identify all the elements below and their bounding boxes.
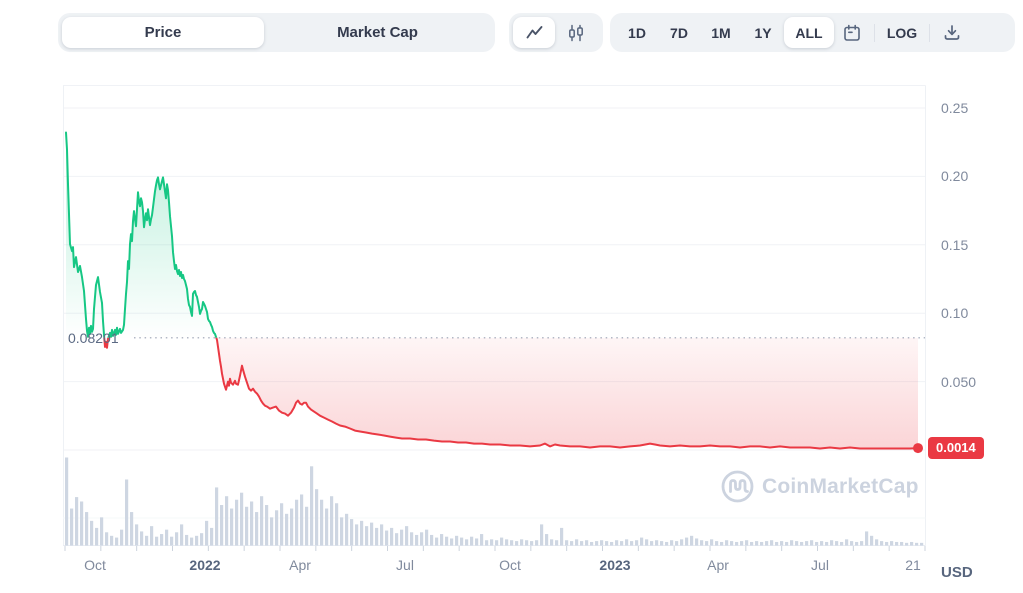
x-axis-label: 2023	[599, 557, 631, 573]
y-axis-label: 0.20	[941, 168, 969, 185]
price-area-fill	[66, 132, 918, 449]
time-range-group: 1D 7D 1M 1Y ALL LOG	[610, 13, 1015, 52]
candlestick-button[interactable]	[555, 17, 597, 48]
x-axis-label: Jul	[811, 557, 829, 573]
line-chart-icon	[525, 24, 544, 41]
coinmarketcap-logo-icon	[721, 470, 754, 503]
x-axis-label: 2022	[189, 557, 221, 573]
log-scale-button[interactable]: LOG	[886, 24, 918, 41]
toolbar-divider	[874, 23, 875, 42]
download-button[interactable]	[934, 17, 970, 48]
baseline-price-label: 0.08201	[68, 329, 119, 346]
x-axis-label: 21	[905, 557, 921, 573]
currency-unit-label: USD	[941, 564, 973, 581]
x-axis-label: Apr	[707, 557, 729, 573]
volume-bars	[65, 457, 924, 546]
range-1d-button[interactable]: 1D	[628, 24, 646, 41]
market-cap-tab[interactable]: Market Cap	[337, 24, 418, 41]
range-1y-button[interactable]: 1Y	[754, 24, 772, 41]
last-price-badge: 0.0014	[928, 437, 984, 460]
price-line	[65, 131, 919, 450]
gridlines	[63, 85, 926, 546]
candlestick-icon	[566, 23, 586, 43]
chart-type-toggle-group	[509, 13, 603, 52]
last-price-dot	[913, 443, 923, 454]
y-axis-label: 0.25	[941, 100, 969, 116]
calendar-button[interactable]	[834, 17, 870, 48]
y-axis-label: 0.10	[941, 305, 969, 322]
range-7d-button[interactable]: 7D	[670, 24, 688, 41]
coinmarketcap-watermark: CoinMarketCap	[721, 470, 919, 503]
price-tab[interactable]: Price	[62, 17, 264, 48]
x-axis-label: Oct	[499, 557, 521, 573]
x-axis-label: Apr	[289, 557, 311, 573]
range-1m-button[interactable]: 1M	[711, 24, 731, 41]
toolbar-divider	[929, 23, 930, 42]
month-tick-marks	[64, 546, 926, 551]
download-icon	[942, 23, 962, 43]
x-axis-label: Jul	[396, 557, 414, 573]
range-all-button[interactable]: ALL	[784, 17, 834, 48]
metric-toggle-group: Price Market Cap	[58, 13, 495, 52]
y-axis-label: 0.050	[941, 373, 977, 390]
watermark-text: CoinMarketCap	[762, 474, 919, 498]
y-axis-label: 0.15	[941, 236, 969, 253]
calendar-icon	[842, 23, 862, 43]
x-axis-label: Oct	[84, 557, 106, 573]
line-chart-button[interactable]	[513, 17, 555, 48]
